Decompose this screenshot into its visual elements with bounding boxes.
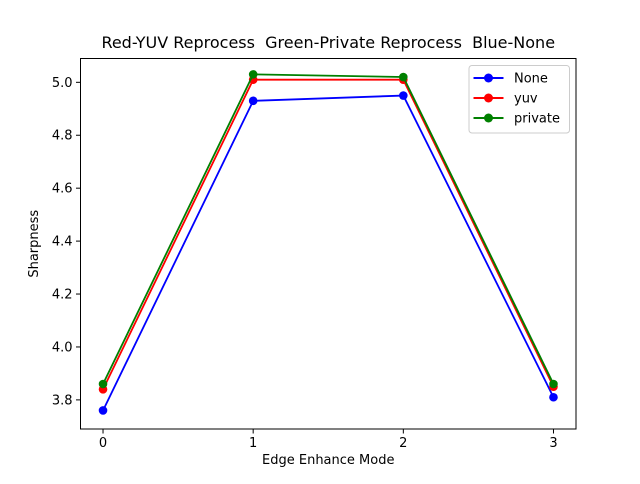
series-line-yuv [102, 78, 555, 391]
axis-ticks: 3.8 4.0 4.2 4.4 4.6 4.8 5.0 0 1 2 3 [52, 76, 558, 451]
y-tick-label: 5.0 [52, 76, 73, 91]
x-tick-label: 2 [399, 436, 407, 451]
y-tick-label: 4.2 [52, 288, 73, 303]
series-line-None [102, 94, 555, 412]
data-point-None [399, 91, 408, 100]
y-tick-label: 3.8 [52, 393, 73, 408]
legend-label-None: None [514, 72, 548, 87]
data-point-private [248, 70, 258, 79]
chart-title: Red-YUV Reprocess Green-Private Reproces… [101, 33, 555, 52]
legend-label-private: private [514, 112, 560, 127]
data-point-None [248, 96, 258, 106]
x-tick-label: 3 [549, 436, 557, 451]
x-tick-label: 1 [249, 436, 257, 451]
data-point-private [98, 379, 108, 389]
series-line-private [102, 73, 555, 385]
data-point-private [399, 72, 408, 82]
legend-box [468, 65, 570, 134]
x-axis-label: Edge Enhance Mode [262, 453, 394, 468]
axes-frame [80, 58, 577, 430]
data-point-None [549, 392, 558, 402]
data-point-private [549, 379, 558, 389]
legend-label-yuv: yuv [514, 92, 538, 107]
y-tick-label: 4.6 [52, 182, 73, 197]
y-tick-label: 4.4 [52, 235, 73, 250]
y-tick-label: 4.0 [52, 340, 73, 355]
legend-marker-private [484, 113, 493, 123]
y-axis-label: Sharpness [27, 210, 42, 278]
plot-area [98, 70, 558, 415]
legend: None yuv private [468, 65, 570, 134]
data-point-None [98, 406, 108, 415]
legend-marker-yuv [484, 93, 493, 103]
legend-marker-None [484, 73, 493, 83]
y-tick-label: 4.8 [52, 129, 73, 144]
x-tick-label: 0 [99, 436, 107, 451]
